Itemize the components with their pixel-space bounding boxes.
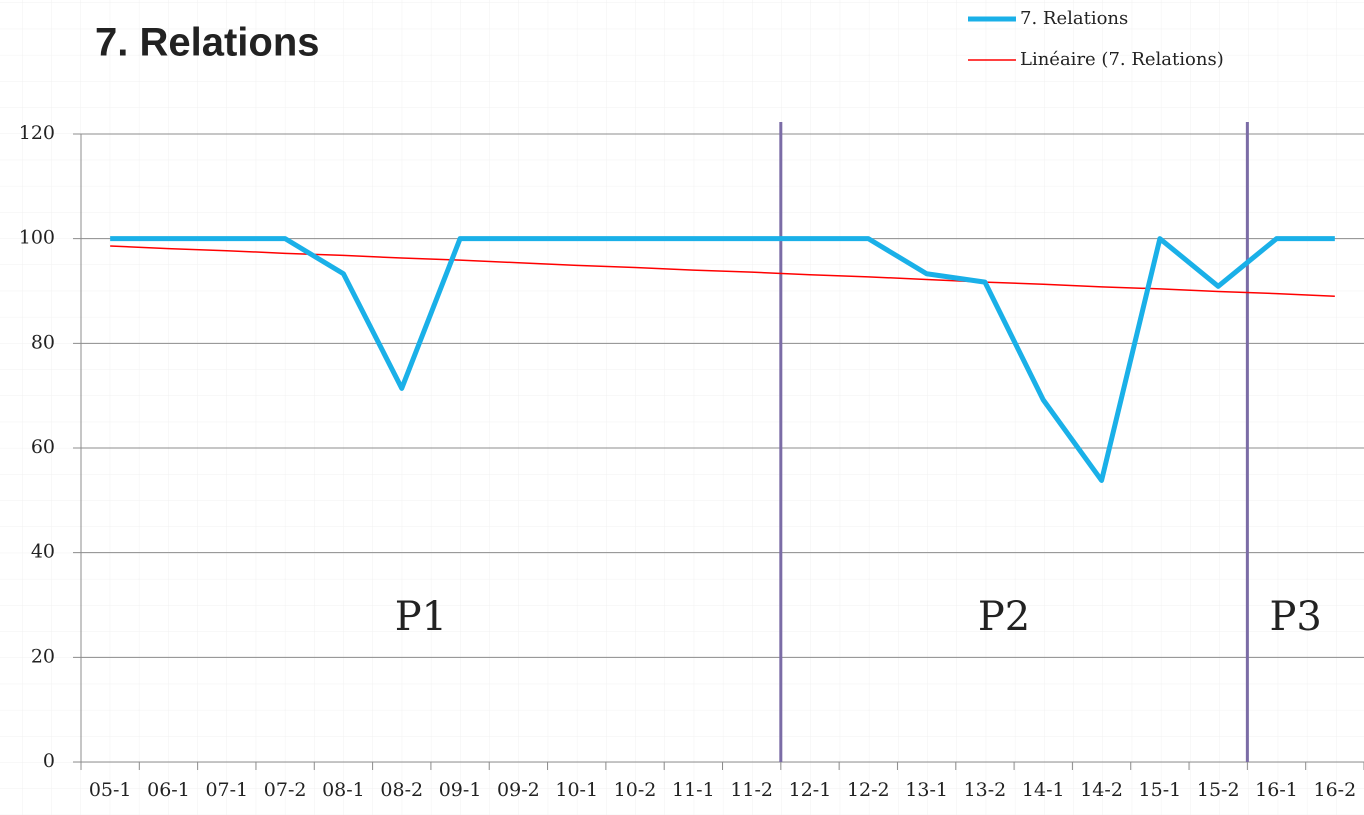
x-tick-label: 15-1 <box>1139 779 1182 801</box>
y-tick-label: 0 <box>43 750 55 772</box>
x-tick-label: 12-1 <box>789 779 832 801</box>
x-tick-label: 11-1 <box>672 779 715 801</box>
x-tick-label: 15-2 <box>1197 779 1240 801</box>
y-tick-label: 40 <box>31 541 55 563</box>
x-tick-label: 14-2 <box>1080 779 1123 801</box>
legend-label: Linéaire (7. Relations) <box>1020 49 1224 70</box>
x-tick-label: 07-2 <box>264 779 307 801</box>
data-line <box>110 236 1335 483</box>
x-tick-label: 16-2 <box>1313 779 1356 801</box>
period-label: P1 <box>395 594 447 640</box>
x-tick-label: 05-1 <box>89 779 132 801</box>
legend-label: 7. Relations <box>1020 8 1128 29</box>
x-tick-label: 10-2 <box>614 779 657 801</box>
x-tick-label: 09-1 <box>439 779 482 801</box>
y-tick-label: 60 <box>31 436 55 458</box>
x-tick-label: 13-1 <box>905 779 948 801</box>
x-tick-label: 08-1 <box>322 779 365 801</box>
x-tick-label: 08-2 <box>380 779 423 801</box>
y-tick-label: 120 <box>19 122 55 144</box>
x-tick-label: 12-2 <box>847 779 890 801</box>
x-tick-label: 14-1 <box>1022 779 1065 801</box>
x-tick-label: 07-1 <box>205 779 248 801</box>
x-tick-label: 09-2 <box>497 779 540 801</box>
x-tick-label: 13-2 <box>964 779 1007 801</box>
period-label: P2 <box>978 594 1030 640</box>
x-tick-label: 16-1 <box>1255 779 1298 801</box>
period-label: P3 <box>1269 594 1321 640</box>
x-tick-label: 06-1 <box>147 779 190 801</box>
x-tick-label: 11-2 <box>730 779 773 801</box>
y-tick-label: 80 <box>31 331 55 353</box>
chart-title: 7. Relations <box>95 21 320 65</box>
x-tick-label: 10-1 <box>555 779 598 801</box>
y-tick-label: 100 <box>19 227 55 249</box>
y-tick-label: 20 <box>31 645 55 667</box>
